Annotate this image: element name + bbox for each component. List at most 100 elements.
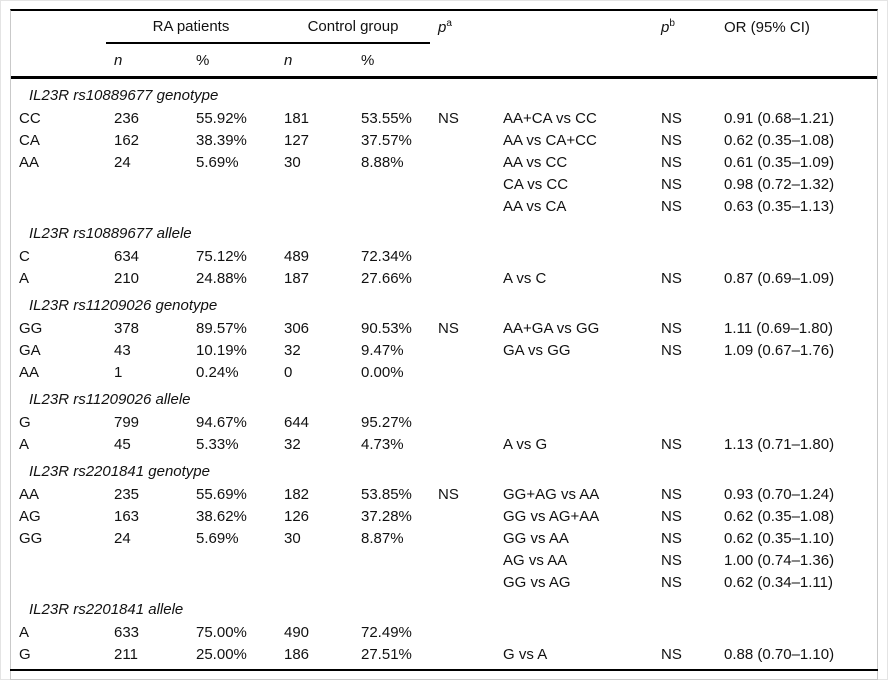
- cell-ra_n: 45: [114, 435, 131, 453]
- cell-ctrl_pct: 8.87%: [361, 529, 404, 547]
- cell-or: [716, 245, 877, 267]
- cell-ra_pct: 75.00%: [196, 623, 247, 641]
- cell-label: G: [19, 413, 31, 431]
- header-empty-cell: [11, 11, 106, 43]
- cell-ra_pct: [188, 571, 276, 593]
- section-title: IL23R rs11209026 genotype: [29, 296, 218, 314]
- cell-label: A: [19, 435, 30, 453]
- cell-pa: [430, 195, 495, 217]
- cell-pb: [653, 411, 716, 433]
- cell-pa: [430, 361, 495, 383]
- table-row: AG 163 38.62% 126 37.28% GG vs AG+AA NS 0.62 (0…: [11, 505, 877, 527]
- or-ci-header: OR (95% CI): [724, 18, 810, 36]
- cell-pa: [430, 549, 495, 571]
- cell-or: 0.62 (0.35–1.08): [724, 507, 835, 525]
- cell-ctrl_pct: 0.00%: [361, 363, 404, 381]
- cell-ra_pct: 94.67%: [196, 413, 247, 431]
- cell-ctrl_n: [276, 549, 353, 571]
- cell-ra_n: [106, 195, 188, 217]
- table-row: GG vs AG NS 0.62 (0.34–1.11): [11, 571, 877, 593]
- cell-pa: [430, 621, 495, 643]
- cell-comparison: AA+GA vs GG: [503, 319, 600, 337]
- cell-ra_pct: 5.33%: [196, 435, 239, 453]
- p-b-superscript: b: [669, 17, 675, 29]
- ra-patients-group-header: RA patients: [106, 11, 276, 44]
- p-b-header: pb: [653, 11, 716, 43]
- cell-comparison: AA vs CC: [503, 153, 568, 171]
- cell-ra_pct: 24.88%: [196, 269, 247, 287]
- cell-ctrl_pct: 37.57%: [361, 131, 412, 149]
- cell-ctrl_pct: 27.51%: [361, 645, 412, 663]
- cell-pb: NS: [661, 319, 682, 337]
- cell-ra_n: 43: [114, 341, 131, 359]
- cell-comparison: AA vs CA: [503, 197, 567, 215]
- cell-ctrl_n: 644: [284, 413, 310, 431]
- section-header-row: IL23R rs2201841 allele: [11, 593, 877, 621]
- cell-pb: NS: [661, 269, 682, 287]
- cell-ra_pct: 38.39%: [196, 131, 247, 149]
- cell-label: G: [19, 645, 31, 663]
- cell-ra_pct: 55.69%: [196, 485, 247, 503]
- cell-ra_pct: 55.92%: [196, 109, 247, 127]
- cell-ra_pct: 10.19%: [196, 341, 247, 359]
- section-header-row: IL23R rs10889677 genotype: [11, 78, 877, 108]
- cell-comparison: GA vs GG: [503, 341, 571, 359]
- cell-ctrl_n: 489: [284, 247, 310, 265]
- cell-pb: NS: [661, 507, 682, 525]
- ra-n-header: n: [106, 43, 188, 79]
- cell-pa: [430, 267, 495, 289]
- p-a-label: p: [438, 18, 447, 36]
- cell-ctrl_n: 181: [284, 109, 310, 127]
- p-a-superscript: a: [446, 17, 452, 29]
- cell-ctrl_pct: 4.73%: [361, 435, 404, 453]
- cell-or: 0.63 (0.35–1.13): [724, 197, 835, 215]
- table-row: GA 43 10.19% 32 9.47% GA vs GG NS 1.09 (0.67–1.…: [11, 339, 877, 361]
- cell-comparison: [495, 411, 653, 433]
- table-frame: RA patients Control group pa pb OR (95% …: [10, 9, 878, 680]
- cell-ctrl_n: 182: [284, 485, 310, 503]
- cell-label: AA: [19, 153, 40, 171]
- table-row: GG 378 89.57% 306 90.53% NS AA+GA vs GG NS 1.11 …: [11, 317, 877, 339]
- cell-or: 1.13 (0.71–1.80): [724, 435, 835, 453]
- cell-pb: NS: [661, 645, 682, 663]
- cell-label: GG: [19, 529, 43, 547]
- cell-or: 0.91 (0.68–1.21): [724, 109, 835, 127]
- cell-label: GA: [19, 341, 41, 359]
- cell-ctrl_pct: [353, 549, 430, 571]
- cell-ra_pct: [188, 195, 276, 217]
- control-percent-header: %: [353, 43, 431, 79]
- cell-ctrl_n: 490: [284, 623, 310, 641]
- cell-pb: NS: [661, 109, 682, 127]
- cell-comparison: [495, 245, 653, 267]
- cell-label: [11, 195, 106, 217]
- table-row: A 210 24.88% 187 27.66% A vs C NS 0.87 (0.69–1.…: [11, 267, 877, 289]
- cell-ra_n: [106, 173, 188, 195]
- cell-label: GG: [19, 319, 43, 337]
- table-bottom-rule: [10, 669, 878, 671]
- cell-pa: [430, 151, 495, 173]
- cell-comparison: GG vs AG: [503, 573, 571, 591]
- header-empty-cell: [11, 43, 106, 79]
- cell-pb: NS: [661, 551, 682, 569]
- cell-comparison: GG vs AA: [503, 529, 569, 547]
- cell-ctrl_n: 306: [284, 319, 310, 337]
- cell-ctrl_pct: [353, 195, 430, 217]
- cell-ctrl_n: 0: [284, 363, 293, 381]
- cell-comparison: [495, 621, 653, 643]
- cell-or: 0.87 (0.69–1.09): [724, 269, 835, 287]
- header-empty-cell: [716, 43, 878, 79]
- table-row: A 45 5.33% 32 4.73% A vs G NS 1.13 (0.71–1.80): [11, 433, 877, 455]
- cell-label: C: [19, 247, 30, 265]
- cell-ra_n: 633: [114, 623, 140, 641]
- cell-ctrl_pct: 90.53%: [361, 319, 412, 337]
- cell-ra_pct: 75.12%: [196, 247, 247, 265]
- table-body: IL23R rs10889677 genotype CC 236 55.92% 181 5…: [11, 78, 877, 666]
- cell-ctrl_pct: [353, 173, 430, 195]
- p-b-label: p: [661, 18, 670, 36]
- cell-label: AA: [19, 485, 40, 503]
- cell-or: [716, 361, 877, 383]
- cell-pb: NS: [661, 573, 682, 591]
- cell-pb: NS: [661, 529, 682, 547]
- cell-ra_pct: 5.69%: [196, 529, 239, 547]
